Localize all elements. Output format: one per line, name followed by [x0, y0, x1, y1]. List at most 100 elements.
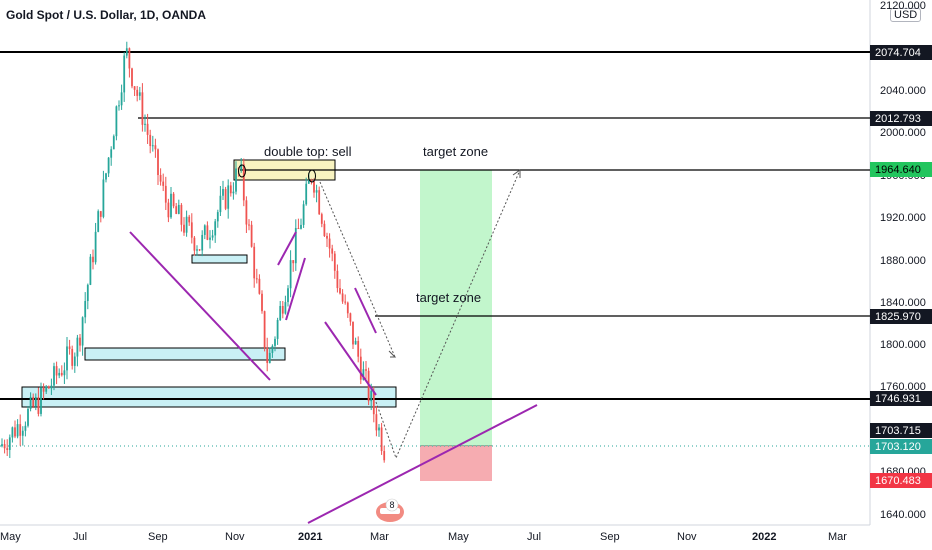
candle-body: [232, 191, 235, 194]
candle-body: [214, 221, 217, 236]
candle-body: [66, 346, 68, 371]
candle-body: [297, 228, 300, 230]
candle-body: [16, 424, 19, 437]
candle-body: [58, 372, 61, 376]
candle-body: [294, 228, 297, 264]
candle-body: [84, 301, 87, 318]
candle-body: [378, 427, 380, 431]
candle-body: [110, 149, 113, 158]
candle-body: [6, 448, 9, 450]
candle-body: [224, 189, 227, 209]
double-top-label[interactable]: double top: sell: [264, 144, 352, 159]
candle-body: [138, 92, 141, 96]
x-tick: 2021: [298, 531, 322, 543]
candle-body: [227, 185, 230, 209]
candle-body: [162, 181, 165, 186]
candle-body: [89, 256, 92, 285]
x-axis-ticks: May Jul Sep Nov 2021 Mar May Jul Sep Nov…: [0, 531, 847, 543]
trendline-4[interactable]: [324, 321, 377, 396]
trendline-2[interactable]: [277, 231, 297, 266]
candle-body: [245, 200, 248, 225]
candle-body: [359, 356, 362, 380]
candle-body: [276, 320, 279, 339]
candle-body: [123, 55, 126, 93]
candle-body: [219, 195, 222, 213]
candle-body: [45, 386, 48, 392]
y-tick: 2040.000: [880, 85, 926, 97]
candle-body: [229, 185, 232, 194]
candle-body: [188, 216, 191, 223]
support-box-3[interactable]: [21, 386, 397, 408]
candle-body: [222, 189, 224, 196]
x-tick: May: [448, 531, 469, 543]
candle-body: [24, 425, 27, 431]
candle-body: [40, 387, 42, 414]
candle-body: [185, 216, 188, 233]
candle-body: [105, 173, 107, 180]
support-box-1[interactable]: [191, 254, 248, 264]
trendline-5[interactable]: [354, 287, 377, 334]
chart-title: Gold Spot / U.S. Dollar, 1D, OANDA: [6, 8, 207, 22]
candle-body: [320, 214, 323, 224]
candle-body: [196, 249, 198, 251]
candle-body: [79, 337, 81, 346]
candle-body: [209, 237, 211, 240]
candle-body: [271, 345, 274, 353]
price-badges: 2074.704 2012.793 1964.640 1825.970 1746…: [870, 45, 932, 488]
candle-body: [170, 193, 172, 218]
price-badge-text: 1703.120: [875, 441, 921, 453]
candle-body: [11, 427, 14, 438]
candle-body: [349, 313, 352, 322]
support-box-2[interactable]: [84, 347, 286, 361]
candle-body: [107, 157, 110, 174]
candle-body: [68, 346, 71, 349]
candle-body: [154, 145, 157, 150]
earnings-event-badge[interactable]: 8: [376, 498, 404, 522]
double-top-marker-2[interactable]: [308, 169, 316, 183]
price-badge-text: 1964.640: [875, 164, 921, 176]
candle-body: [292, 260, 295, 264]
buy-projection-arrow[interactable]: [375, 169, 521, 460]
x-tick: Sep: [148, 531, 168, 543]
candle-body: [157, 149, 159, 176]
candle-body: [198, 249, 201, 251]
price-badge-1746: [870, 391, 932, 406]
price-badge-text: 1703.715: [875, 425, 921, 437]
candle-body: [14, 427, 16, 437]
candle-body: [370, 390, 373, 402]
rising-trendline[interactable]: [307, 404, 538, 524]
candle-body: [76, 337, 79, 357]
candle-body: [263, 311, 266, 348]
price-badge-current: [870, 439, 932, 454]
trendline-3[interactable]: [285, 257, 306, 321]
price-badge-text: 2012.793: [875, 113, 921, 125]
candle-body: [315, 190, 318, 193]
trendline-1[interactable]: [129, 231, 271, 381]
candle-body: [164, 185, 167, 203]
target-zone-label-1[interactable]: target zone: [423, 144, 488, 159]
candle-body: [352, 321, 354, 345]
y-axis-ticks: 2120.000 2040.000 2000.000 1960.000 1920…: [880, 0, 926, 521]
candle-body: [346, 302, 349, 314]
candle-body: [53, 366, 55, 386]
target-zone-box[interactable]: [420, 170, 492, 446]
candle-body: [250, 224, 253, 247]
candle-body: [115, 106, 118, 137]
target-zone-label-2[interactable]: target zone: [416, 290, 481, 305]
candle-body: [73, 356, 76, 366]
candle-body: [128, 48, 131, 69]
candle-body: [357, 340, 360, 357]
candle-body: [81, 317, 84, 346]
stop-zone-box[interactable]: [420, 446, 492, 481]
price-badge-1825: [870, 309, 932, 324]
currency-button[interactable]: USD: [890, 8, 922, 22]
candle-body: [112, 136, 115, 150]
candle-body: [71, 348, 74, 366]
x-tick: Mar: [370, 531, 389, 543]
candle-body: [42, 387, 45, 392]
candle-body: [118, 105, 120, 107]
candle-body: [27, 408, 29, 426]
price-badge-text: 1670.483: [875, 475, 921, 487]
double-top-marker-1[interactable]: [238, 164, 246, 178]
